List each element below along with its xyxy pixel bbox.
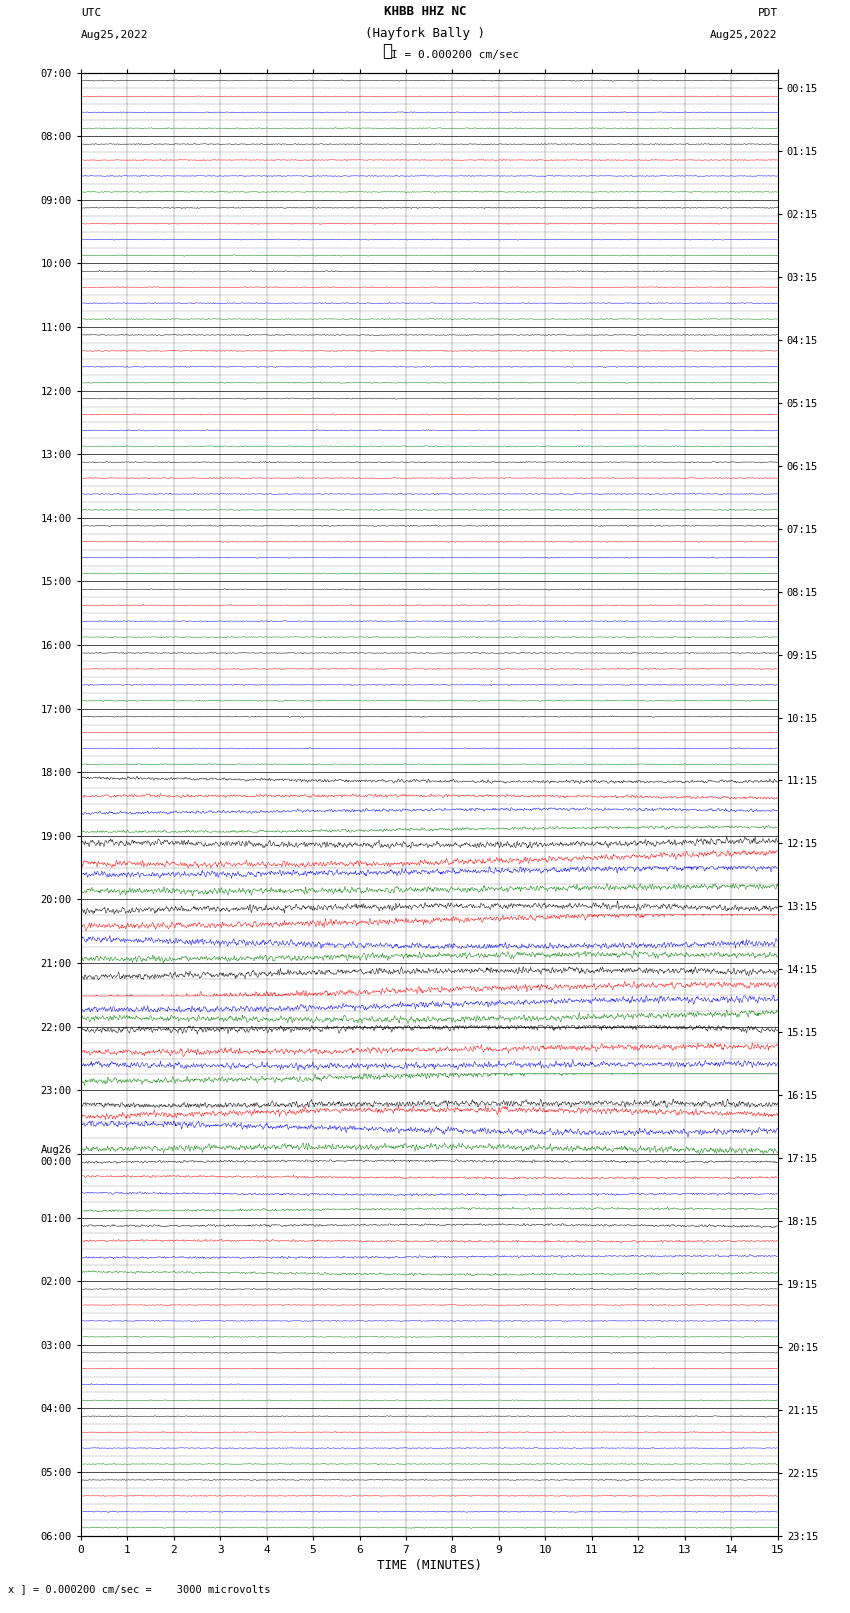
Text: UTC: UTC: [81, 8, 101, 18]
Text: ⎯: ⎯: [382, 42, 392, 60]
Text: x ] = 0.000200 cm/sec =    3000 microvolts: x ] = 0.000200 cm/sec = 3000 microvolts: [8, 1584, 271, 1594]
Text: Aug25,2022: Aug25,2022: [81, 31, 148, 40]
X-axis label: TIME (MINUTES): TIME (MINUTES): [377, 1558, 482, 1571]
Text: PDT: PDT: [757, 8, 778, 18]
Text: KHBB HHZ NC: KHBB HHZ NC: [383, 5, 467, 18]
Text: (Hayfork Bally ): (Hayfork Bally ): [365, 27, 485, 40]
Text: I = 0.000200 cm/sec: I = 0.000200 cm/sec: [391, 50, 519, 60]
Text: Aug25,2022: Aug25,2022: [711, 31, 778, 40]
